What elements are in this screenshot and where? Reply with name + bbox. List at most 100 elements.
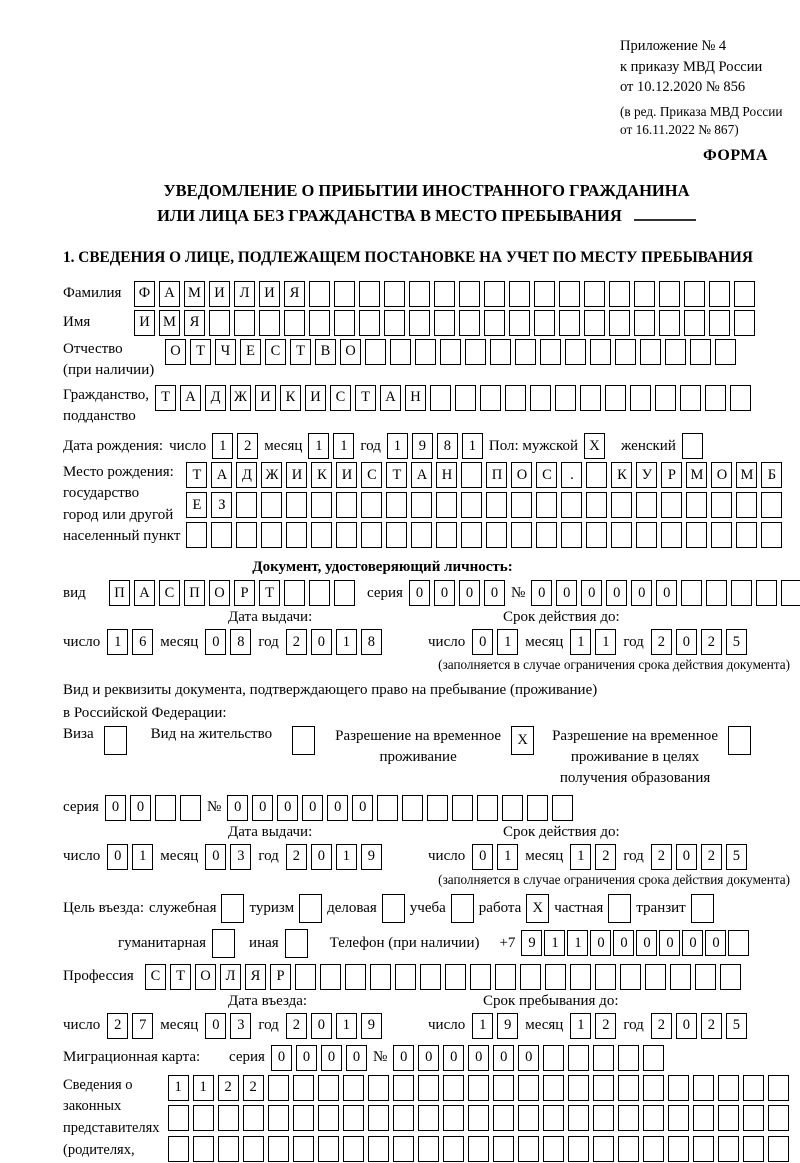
profession-char-box[interactable] (545, 963, 566, 990)
legal-char-box[interactable] (317, 1135, 339, 1162)
surname-char-box[interactable] (709, 280, 730, 307)
patronymic-char-box[interactable] (390, 338, 411, 365)
surname-char-box[interactable] (359, 280, 380, 307)
birth-place-char-box[interactable]: Д (236, 462, 258, 489)
phone-digit-box[interactable]: 9 (521, 930, 543, 957)
birth-year-box[interactable]: 8 (436, 433, 458, 460)
stay-year-box[interactable]: 2 (700, 1012, 722, 1039)
birth-place-char-box[interactable] (186, 522, 208, 549)
legal-char-box[interactable] (367, 1135, 389, 1162)
doc-series-box[interactable]: 0 (433, 580, 455, 607)
citizenship-char-box[interactable] (580, 384, 602, 411)
phone-digit-box[interactable]: 0 (705, 930, 727, 957)
birth-place-char-box[interactable]: М (736, 462, 758, 489)
legal-char-box[interactable] (642, 1074, 664, 1101)
citizenship-char-box[interactable] (555, 384, 577, 411)
expiry-month-box[interactable]: 1 (570, 843, 592, 870)
birth-place-char-box[interactable] (536, 492, 558, 519)
purpose-official-checkbox[interactable] (221, 893, 245, 923)
legal-char-box[interactable] (617, 1135, 639, 1162)
birth-place-char-box[interactable] (711, 492, 733, 519)
patronymic-char-box[interactable]: В (315, 338, 336, 365)
residence-series-box[interactable]: 0 (129, 794, 151, 821)
citizenship-char-box[interactable]: Т (355, 384, 377, 411)
legal-char-box[interactable] (692, 1135, 714, 1162)
citizenship-char-box[interactable] (480, 384, 502, 411)
surname-char-box[interactable]: М (184, 280, 205, 307)
expiry-year-box[interactable]: 2 (700, 629, 722, 656)
birth-place-char-box[interactable] (411, 492, 433, 519)
birth-place-char-box[interactable] (261, 522, 283, 549)
expiry-day-box[interactable]: 1 (497, 629, 519, 656)
birth-place-char-box[interactable]: М (686, 462, 708, 489)
surname-char-box[interactable]: Я (284, 280, 305, 307)
given-name-char-box[interactable] (209, 309, 230, 336)
temp-residence-edu-checkbox[interactable] (728, 725, 752, 755)
legal-char-box[interactable] (592, 1074, 614, 1101)
residence-series-box[interactable] (154, 794, 176, 821)
legal-char-box[interactable] (767, 1074, 789, 1101)
legal-char-box[interactable] (292, 1104, 314, 1131)
legal-char-box[interactable] (242, 1135, 264, 1162)
migration-number-box[interactable]: 0 (493, 1044, 515, 1071)
entry-month-box[interactable]: 0 (205, 1012, 227, 1039)
birth-place-char-box[interactable] (761, 492, 783, 519)
birth-place-char-box[interactable] (686, 522, 708, 549)
legal-char-box[interactable] (467, 1104, 489, 1131)
citizenship-char-box[interactable] (455, 384, 477, 411)
given-name-char-box[interactable]: М (159, 309, 180, 336)
patronymic-char-box[interactable]: Е (240, 338, 261, 365)
birth-place-char-box[interactable]: О (511, 462, 533, 489)
expiry-year-box[interactable]: 0 (675, 629, 697, 656)
residence-number-box[interactable] (402, 794, 424, 821)
birth-place-char-box[interactable] (636, 492, 658, 519)
profession-char-box[interactable]: Т (170, 963, 191, 990)
given-name-char-box[interactable] (384, 309, 405, 336)
temp-residence-checkbox[interactable]: X (511, 725, 535, 755)
residence-series-box[interactable] (179, 794, 201, 821)
citizenship-char-box[interactable]: Д (205, 384, 227, 411)
birth-place-char-box[interactable] (611, 522, 633, 549)
legal-char-box[interactable] (667, 1104, 689, 1131)
expiry-year-box[interactable]: 0 (675, 843, 697, 870)
citizenship-char-box[interactable] (655, 384, 677, 411)
residence-number-box[interactable]: 0 (252, 794, 274, 821)
migration-number-box[interactable]: 0 (468, 1044, 490, 1071)
birth-place-char-box[interactable] (736, 492, 758, 519)
given-name-char-box[interactable] (259, 309, 280, 336)
surname-char-box[interactable]: И (209, 280, 230, 307)
legal-char-box[interactable] (167, 1104, 189, 1131)
profession-char-box[interactable]: Я (245, 963, 266, 990)
legal-char-box[interactable] (592, 1135, 614, 1162)
given-name-char-box[interactable] (534, 309, 555, 336)
birth-place-char-box[interactable] (236, 522, 258, 549)
given-name-char-box[interactable] (309, 309, 330, 336)
birth-place-char-box[interactable]: И (336, 462, 358, 489)
patronymic-char-box[interactable] (365, 338, 386, 365)
given-name-char-box[interactable]: И (134, 309, 155, 336)
surname-char-box[interactable]: А (159, 280, 180, 307)
stay-month-box[interactable]: 1 (570, 1012, 592, 1039)
birth-place-char-box[interactable] (311, 522, 333, 549)
citizenship-char-box[interactable] (705, 384, 727, 411)
birth-place-char-box[interactable] (311, 492, 333, 519)
patronymic-char-box[interactable] (590, 338, 611, 365)
issue-month-box[interactable]: 0 (205, 843, 227, 870)
surname-char-box[interactable] (459, 280, 480, 307)
legal-char-box[interactable] (317, 1074, 339, 1101)
given-name-char-box[interactable] (234, 309, 255, 336)
doc-type-char-box[interactable] (334, 580, 355, 607)
entry-year-box[interactable]: 0 (310, 1012, 332, 1039)
patronymic-char-box[interactable] (465, 338, 486, 365)
profession-char-box[interactable] (395, 963, 416, 990)
doc-type-char-box[interactable]: Р (234, 580, 255, 607)
expiry-year-box[interactable]: 2 (650, 629, 672, 656)
doc-number-box[interactable]: 0 (531, 580, 553, 607)
doc-type-char-box[interactable]: С (159, 580, 180, 607)
issue-year-box[interactable]: 0 (310, 629, 332, 656)
legal-char-box[interactable] (267, 1104, 289, 1131)
patronymic-char-box[interactable]: Т (290, 338, 311, 365)
birth-place-char-box[interactable] (261, 492, 283, 519)
legal-char-box[interactable]: 2 (242, 1074, 264, 1101)
doc-series-box[interactable]: 0 (483, 580, 505, 607)
